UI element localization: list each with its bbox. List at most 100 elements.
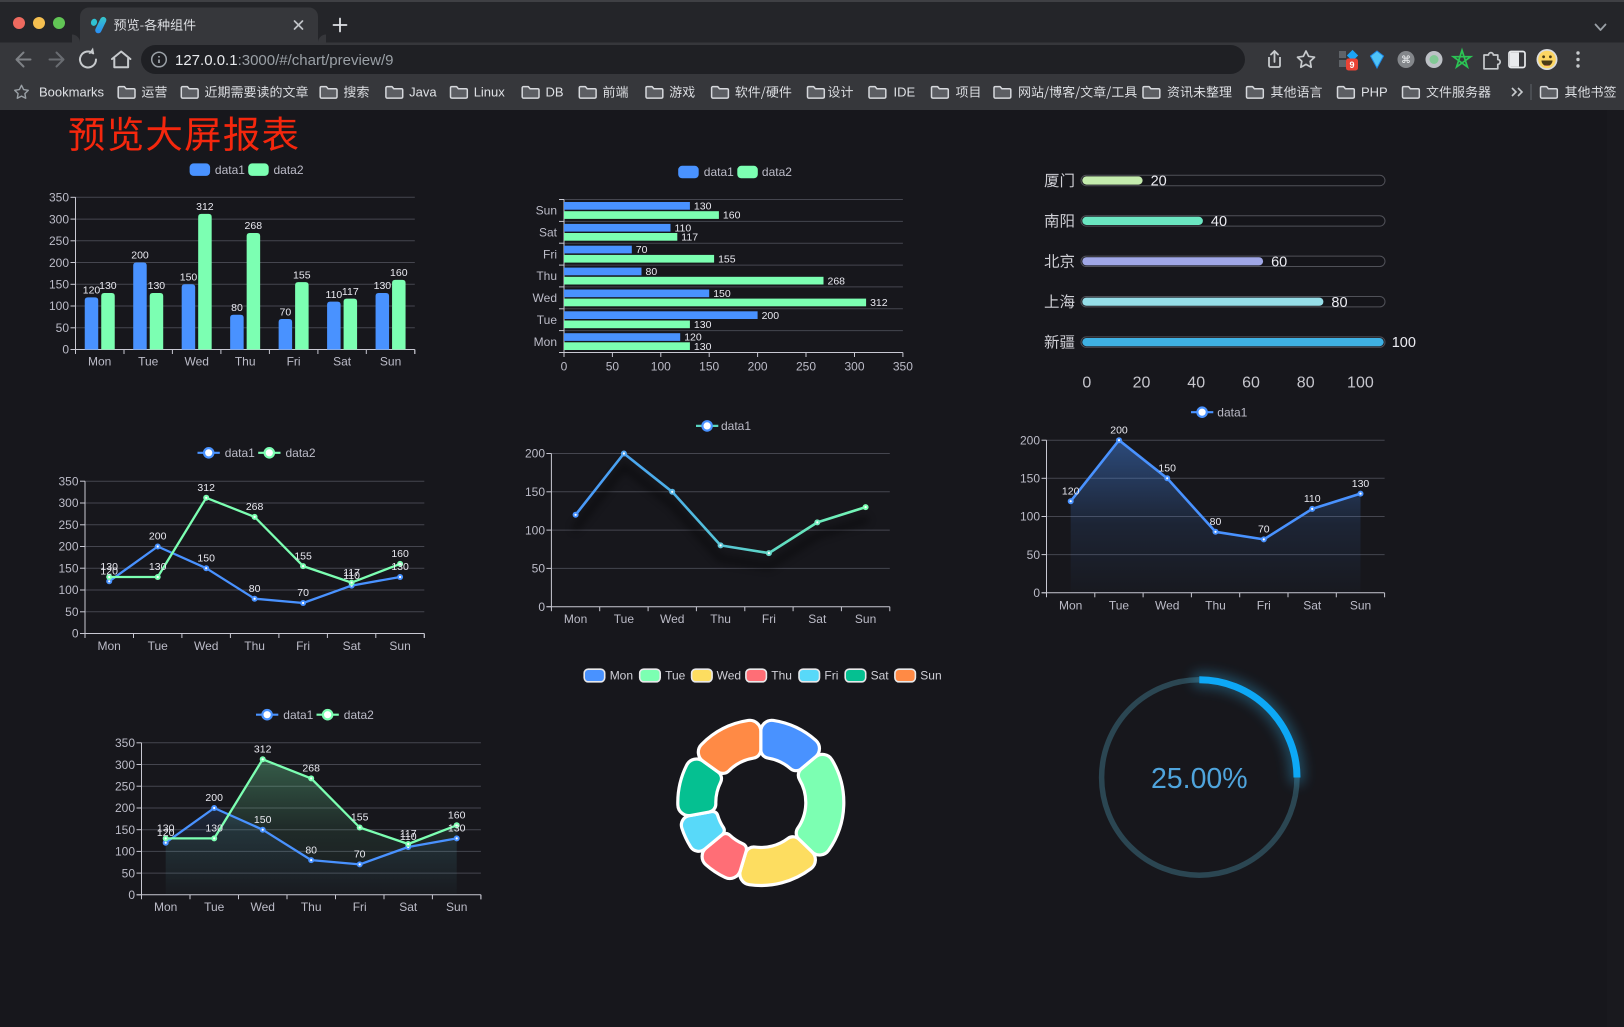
svg-text:60: 60 (1271, 254, 1287, 270)
svg-text:350: 350 (58, 475, 78, 489)
svg-text:268: 268 (246, 501, 264, 513)
svg-text:Wed: Wed (250, 900, 274, 914)
svg-text:Sun: Sun (920, 669, 941, 683)
svg-text:110: 110 (400, 831, 417, 843)
svg-text:50: 50 (532, 562, 546, 576)
svg-text:Sat: Sat (871, 669, 890, 683)
svg-text:Wed: Wed (660, 612, 684, 626)
svg-text:Sat: Sat (808, 612, 827, 626)
svg-text:Thu: Thu (536, 269, 557, 283)
svg-text:Mon: Mon (154, 900, 177, 914)
svg-text:Thu: Thu (1205, 599, 1226, 613)
svg-text:150: 150 (254, 814, 272, 826)
svg-text:150: 150 (115, 823, 135, 837)
svg-text:Tue: Tue (1109, 599, 1130, 613)
svg-text:Thu: Thu (301, 900, 322, 914)
svg-text:80: 80 (305, 844, 317, 856)
svg-text:200: 200 (762, 310, 780, 322)
svg-text:Mon: Mon (1059, 599, 1082, 613)
svg-text:100: 100 (115, 845, 135, 859)
svg-text:50: 50 (56, 321, 70, 335)
svg-text:40: 40 (1211, 214, 1227, 230)
svg-text:25.00%: 25.00% (1151, 763, 1248, 795)
svg-text:Sat: Sat (539, 226, 558, 240)
svg-text:130: 130 (205, 823, 223, 835)
svg-text:Sun: Sun (389, 639, 410, 653)
svg-text:Thu: Thu (244, 639, 265, 653)
svg-text:200: 200 (58, 540, 78, 554)
svg-text:Fri: Fri (543, 247, 557, 261)
svg-text:160: 160 (448, 810, 466, 822)
svg-text:250: 250 (49, 234, 69, 248)
svg-text:312: 312 (196, 201, 214, 213)
svg-text:350: 350 (893, 360, 913, 374)
svg-text:100: 100 (1347, 375, 1374, 392)
svg-text:150: 150 (1158, 463, 1176, 475)
svg-text:300: 300 (49, 212, 69, 226)
svg-text:Thu: Thu (771, 669, 792, 683)
svg-text:250: 250 (58, 518, 78, 532)
svg-text:0: 0 (128, 888, 135, 902)
svg-text:Tue: Tue (614, 612, 635, 626)
svg-text:300: 300 (844, 360, 864, 374)
svg-text:200: 200 (525, 447, 545, 461)
svg-text:data2: data2 (286, 446, 316, 460)
svg-text:Java: Java (409, 85, 437, 100)
svg-text:data2: data2 (762, 165, 792, 179)
svg-text:130: 130 (694, 319, 712, 331)
svg-text:IDE: IDE (894, 85, 916, 100)
svg-text:250: 250 (115, 780, 135, 794)
svg-text:70: 70 (636, 244, 648, 256)
svg-text:117: 117 (681, 232, 698, 244)
svg-text:70: 70 (1258, 524, 1270, 536)
svg-text:Mon: Mon (610, 669, 633, 683)
svg-text:150: 150 (699, 360, 719, 374)
svg-text:Wed: Wed (184, 355, 208, 369)
svg-text:Fri: Fri (296, 639, 310, 653)
svg-text:150: 150 (180, 272, 198, 284)
svg-text:130: 130 (374, 280, 392, 292)
svg-text:312: 312 (254, 744, 272, 756)
svg-text:120: 120 (684, 332, 702, 344)
svg-text:110: 110 (343, 570, 360, 582)
svg-text:0: 0 (72, 627, 79, 641)
svg-text:300: 300 (115, 758, 135, 772)
svg-text:Mon: Mon (88, 355, 111, 369)
svg-text:PHP: PHP (1361, 85, 1388, 100)
svg-text:Sat: Sat (333, 355, 352, 369)
svg-text:Bookmarks: Bookmarks (39, 85, 105, 100)
svg-text:50: 50 (1027, 548, 1041, 562)
svg-text:Wed: Wed (717, 669, 741, 683)
svg-text:Mon: Mon (98, 639, 121, 653)
svg-text:100: 100 (525, 523, 545, 537)
svg-text:data1: data1 (215, 163, 245, 177)
svg-text:200: 200 (1020, 433, 1040, 447)
svg-text:200: 200 (149, 531, 167, 543)
svg-text:70: 70 (297, 587, 309, 599)
svg-text:data2: data2 (344, 708, 374, 722)
svg-text:Tue: Tue (665, 669, 686, 683)
svg-text:Mon: Mon (534, 335, 557, 349)
svg-text:312: 312 (197, 482, 215, 494)
svg-text:117: 117 (400, 828, 417, 840)
svg-text:200: 200 (1110, 424, 1128, 436)
svg-text:40: 40 (1187, 375, 1205, 392)
svg-text:200: 200 (748, 360, 768, 374)
svg-text:Fri: Fri (287, 355, 301, 369)
svg-text:130: 130 (100, 561, 118, 573)
svg-text:110: 110 (1304, 493, 1321, 505)
svg-text:117: 117 (342, 286, 359, 298)
svg-text:20: 20 (1151, 174, 1167, 190)
svg-text:155: 155 (293, 269, 311, 281)
svg-text:Sun: Sun (1350, 599, 1371, 613)
svg-text:150: 150 (197, 552, 215, 564)
svg-text:150: 150 (58, 562, 78, 576)
svg-text:DB: DB (546, 85, 564, 100)
svg-text:250: 250 (796, 360, 816, 374)
svg-text:127.0.0.1:3000/#/chart/preview: 127.0.0.1:3000/#/chart/preview/9 (175, 52, 394, 69)
svg-text:Fri: Fri (762, 612, 776, 626)
svg-text:0: 0 (1082, 375, 1091, 392)
svg-text:60: 60 (1242, 375, 1260, 392)
svg-text:Wed: Wed (533, 291, 557, 305)
svg-text:130: 130 (157, 823, 175, 835)
